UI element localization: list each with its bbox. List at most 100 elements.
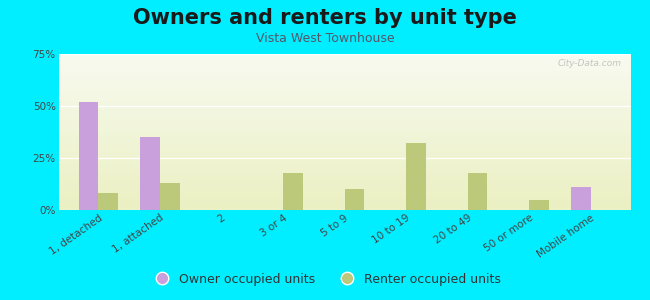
- Bar: [58, 122, 630, 123]
- Bar: [58, 74, 630, 75]
- Bar: [58, 206, 630, 207]
- Bar: [58, 112, 630, 113]
- Bar: [58, 195, 630, 196]
- Bar: [58, 75, 630, 76]
- Bar: [58, 77, 630, 78]
- Bar: [58, 108, 630, 109]
- Bar: [58, 88, 630, 89]
- Bar: [58, 95, 630, 96]
- Bar: [58, 89, 630, 90]
- Bar: [58, 85, 630, 86]
- Bar: [58, 132, 630, 133]
- Bar: [406, 143, 426, 210]
- Bar: [58, 147, 630, 148]
- Bar: [58, 68, 630, 69]
- Bar: [58, 106, 630, 107]
- Bar: [58, 204, 630, 205]
- Bar: [58, 137, 630, 138]
- Bar: [58, 111, 630, 112]
- Bar: [58, 196, 630, 197]
- Bar: [58, 118, 630, 119]
- Bar: [58, 165, 630, 166]
- Bar: [58, 130, 630, 131]
- Bar: [58, 81, 630, 82]
- Bar: [58, 105, 630, 106]
- Bar: [58, 98, 630, 99]
- Bar: [58, 179, 630, 180]
- Bar: [58, 127, 630, 128]
- Bar: [58, 86, 630, 87]
- Bar: [58, 56, 630, 57]
- Bar: [58, 162, 630, 163]
- Bar: [58, 149, 630, 150]
- Bar: [58, 123, 630, 124]
- Bar: [58, 84, 630, 85]
- Bar: [58, 55, 630, 56]
- Bar: [58, 139, 630, 140]
- Bar: [58, 69, 630, 70]
- Bar: [58, 97, 630, 98]
- Bar: [58, 59, 630, 60]
- Bar: [58, 174, 630, 175]
- Bar: [58, 188, 630, 189]
- Bar: [58, 178, 630, 179]
- Bar: [58, 158, 630, 159]
- Bar: [58, 116, 630, 117]
- Bar: [58, 90, 630, 91]
- Bar: [58, 140, 630, 141]
- Bar: [58, 57, 630, 58]
- Bar: [58, 99, 630, 100]
- Bar: [58, 172, 630, 173]
- Bar: [58, 208, 630, 209]
- Bar: [58, 70, 630, 71]
- Bar: [58, 164, 630, 165]
- Bar: [283, 172, 303, 210]
- Bar: [58, 67, 630, 68]
- Bar: [344, 189, 364, 210]
- Bar: [58, 93, 630, 94]
- Bar: [58, 180, 630, 181]
- Bar: [58, 207, 630, 208]
- Bar: [58, 190, 630, 191]
- Bar: [58, 181, 630, 182]
- Bar: [58, 134, 630, 135]
- Bar: [58, 110, 630, 111]
- Bar: [58, 80, 630, 81]
- Bar: [58, 73, 630, 74]
- Bar: [58, 194, 630, 195]
- Bar: [58, 153, 630, 154]
- Bar: [58, 60, 630, 61]
- Bar: [58, 157, 630, 158]
- Bar: [160, 183, 179, 210]
- Bar: [58, 131, 630, 132]
- Bar: [58, 72, 630, 73]
- Bar: [58, 183, 630, 184]
- Bar: [58, 197, 630, 198]
- Text: City-Data.com: City-Data.com: [558, 59, 622, 68]
- Bar: [58, 135, 630, 136]
- Bar: [58, 186, 630, 187]
- Bar: [140, 137, 160, 210]
- Bar: [58, 168, 630, 169]
- Bar: [58, 166, 630, 167]
- Bar: [58, 100, 630, 101]
- Bar: [58, 151, 630, 152]
- Bar: [58, 146, 630, 147]
- Bar: [58, 126, 630, 127]
- Bar: [58, 124, 630, 125]
- Bar: [58, 138, 630, 139]
- Bar: [58, 191, 630, 192]
- Bar: [99, 194, 118, 210]
- Bar: [58, 169, 630, 170]
- Bar: [58, 82, 630, 83]
- Bar: [58, 61, 630, 62]
- Bar: [571, 187, 590, 210]
- Bar: [58, 159, 630, 160]
- Bar: [58, 83, 630, 84]
- Bar: [58, 92, 630, 93]
- Bar: [58, 184, 630, 185]
- Bar: [58, 128, 630, 129]
- Bar: [58, 141, 630, 142]
- Bar: [58, 96, 630, 97]
- Bar: [58, 102, 630, 103]
